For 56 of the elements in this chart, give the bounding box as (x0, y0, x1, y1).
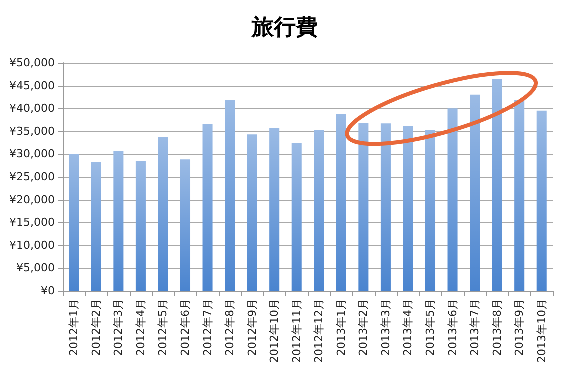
chart-title: 旅行費 (251, 16, 318, 40)
bar (158, 137, 168, 291)
x-tick-label: 2012年4月 (134, 299, 148, 356)
x-tick-label: 2013年1月 (334, 299, 348, 356)
bar (336, 114, 346, 291)
x-tick-label: 2012年6月 (179, 299, 192, 356)
x-tick-label: 2012年12月 (312, 299, 326, 363)
y-tick-label: ¥25,000 (10, 170, 55, 184)
bar (114, 151, 124, 291)
bar (91, 162, 102, 291)
x-tick-label: 2012年1月 (68, 299, 81, 356)
x-tick-label: 2012年7月 (201, 299, 214, 356)
y-tick-label: ¥30,000 (10, 148, 55, 161)
bar (270, 128, 280, 291)
bar (425, 130, 436, 291)
y-tick-label: ¥5,000 (16, 262, 55, 275)
bar (380, 124, 391, 291)
bar (358, 123, 369, 291)
bar (448, 108, 458, 291)
x-tick-label: 2013年5月 (424, 299, 437, 356)
bar (314, 130, 324, 291)
bar (225, 100, 236, 291)
x-tick-label: 2013年8月 (490, 299, 504, 356)
bar (470, 94, 480, 291)
y-tick-label: ¥50,000 (10, 56, 55, 70)
y-tick-label: ¥15,000 (10, 216, 55, 230)
bar (514, 100, 525, 291)
x-tick-label: 2013年9月 (513, 299, 526, 356)
x-tick-label: 2012年9月 (246, 299, 259, 356)
x-tick-label: 2012年2月 (90, 299, 103, 356)
x-tick-label: 2012年8月 (224, 299, 237, 356)
x-tick-label: 2013年4月 (402, 299, 415, 356)
bar (403, 126, 414, 291)
bar (492, 78, 502, 291)
y-tick-label: ¥10,000 (10, 238, 55, 252)
bar (247, 134, 258, 291)
x-tick-label: 2013年2月 (357, 299, 370, 356)
bar (69, 154, 80, 291)
x-tick-label: 2012年11月 (290, 299, 304, 363)
bar (180, 160, 191, 291)
y-tick-label: ¥35,000 (10, 124, 55, 138)
y-tick-label: ¥40,000 (10, 102, 55, 116)
y-tick-label: ¥45,000 (10, 79, 55, 92)
bar (136, 161, 146, 291)
x-tick-label: 2012年5月 (156, 299, 170, 356)
x-tick-label: 2012年10月 (268, 299, 282, 363)
bar (292, 143, 302, 291)
x-tick-label: 2013年10月 (535, 299, 548, 363)
x-tick-label: 2012年3月 (112, 299, 126, 356)
x-tick-label: 2013年3月 (379, 299, 392, 356)
bar (536, 110, 547, 291)
y-tick-label: ¥20,000 (10, 193, 55, 206)
x-tick-label: 2013年7月 (468, 299, 482, 356)
x-tick-label: 2013年6月 (446, 299, 460, 356)
y-tick-label: ¥0 (41, 284, 55, 298)
bar (202, 124, 213, 291)
